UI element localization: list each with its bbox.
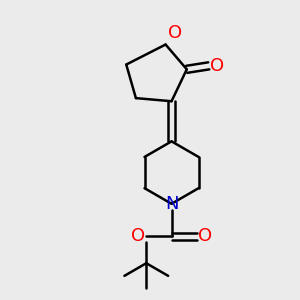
Text: N: N [165,195,178,213]
Text: O: O [210,57,224,75]
Text: O: O [168,24,182,42]
Text: O: O [198,227,212,245]
Text: O: O [131,227,145,245]
